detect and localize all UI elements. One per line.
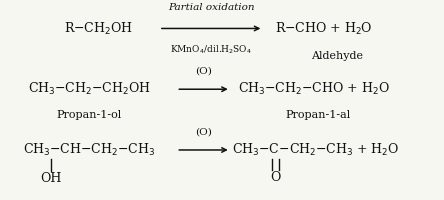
- Text: OH: OH: [41, 172, 62, 185]
- Text: R$-$CH$_2$OH: R$-$CH$_2$OH: [63, 20, 132, 37]
- Text: CH$_3$$-$CH$_2$$-$CHO + H$_2$O: CH$_3$$-$CH$_2$$-$CHO + H$_2$O: [238, 81, 389, 97]
- Text: Propan-1-al: Propan-1-al: [285, 110, 350, 120]
- Text: (O): (O): [195, 66, 212, 75]
- Text: CH$_3$$-$C$-$CH$_2$$-$CH$_3$ + H$_2$O: CH$_3$$-$C$-$CH$_2$$-$CH$_3$ + H$_2$O: [232, 142, 399, 158]
- Text: CH$_3$$-$CH$-$CH$_2$$-$CH$_3$: CH$_3$$-$CH$-$CH$_2$$-$CH$_3$: [23, 142, 155, 158]
- Text: O: O: [270, 171, 281, 184]
- Text: Aldehyde: Aldehyde: [311, 51, 363, 61]
- Text: Propan-1-ol: Propan-1-ol: [57, 110, 122, 120]
- Text: KMnO$_4$/dil.H$_2$SO$_4$: KMnO$_4$/dil.H$_2$SO$_4$: [170, 43, 252, 56]
- Text: (O): (O): [195, 127, 212, 136]
- Text: CH$_3$$-$CH$_2$$-$CH$_2$OH: CH$_3$$-$CH$_2$$-$CH$_2$OH: [28, 81, 151, 97]
- Text: Partial oxidation: Partial oxidation: [168, 3, 254, 12]
- Text: R$-$CHO + H$_2$O: R$-$CHO + H$_2$O: [275, 20, 373, 37]
